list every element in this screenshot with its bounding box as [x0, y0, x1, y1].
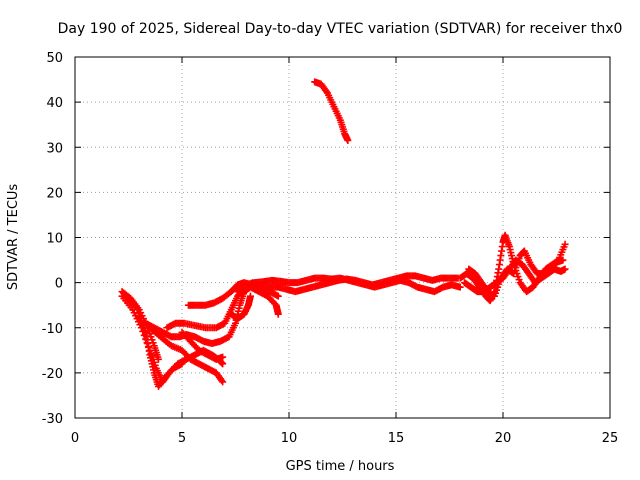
data-point — [178, 360, 186, 368]
y-tick-label: 10 — [46, 232, 63, 247]
data-point — [344, 136, 352, 144]
y-tick-label: 50 — [46, 51, 63, 66]
data-point — [456, 283, 464, 291]
chart-title: Day 190 of 2025, Sidereal Day-to-day VTE… — [58, 21, 623, 37]
y-tick-label: 0 — [55, 277, 63, 292]
data-point — [274, 310, 282, 318]
series-track-k — [311, 78, 352, 144]
data-layer — [118, 78, 569, 390]
x-tick-label: 5 — [178, 431, 186, 446]
tick-layer: 0 5 10 15 20 25 -30 -20 -10 0 10 20 30 40 50 — [42, 51, 619, 446]
data-point — [274, 292, 282, 300]
x-tick-label: 25 — [602, 431, 619, 446]
series-track-j — [227, 292, 254, 323]
series-track-g — [178, 328, 227, 363]
series-track-n — [465, 247, 567, 300]
data-point — [136, 313, 144, 321]
data-point — [561, 240, 569, 248]
data-point — [134, 309, 142, 317]
data-point — [218, 376, 226, 384]
x-tick-label: 15 — [388, 431, 405, 446]
y-tick-label: 20 — [46, 186, 63, 201]
y-tick-label: 30 — [46, 141, 63, 156]
x-tick-label: 10 — [281, 431, 298, 446]
series-track-i — [234, 274, 464, 296]
data-point — [133, 306, 141, 314]
data-point — [561, 265, 569, 273]
y-tick-label: 40 — [46, 96, 63, 111]
x-tick-label: 0 — [71, 431, 79, 446]
y-axis-label: SDTVAR / TECUs — [6, 184, 21, 291]
y-tick-label: -20 — [42, 367, 63, 382]
y-tick-label: -30 — [42, 412, 63, 427]
data-point — [322, 88, 330, 96]
series-track-c — [120, 290, 186, 390]
y-tick-label: -10 — [42, 322, 63, 337]
data-point — [219, 353, 227, 361]
data-point — [219, 378, 227, 386]
series-track-e — [146, 324, 227, 386]
data-point — [559, 256, 567, 264]
data-point — [246, 292, 254, 300]
x-tick-label: 20 — [495, 431, 512, 446]
x-axis-label: GPS time / hours — [286, 459, 395, 474]
data-point — [219, 360, 227, 368]
data-point — [137, 317, 145, 325]
